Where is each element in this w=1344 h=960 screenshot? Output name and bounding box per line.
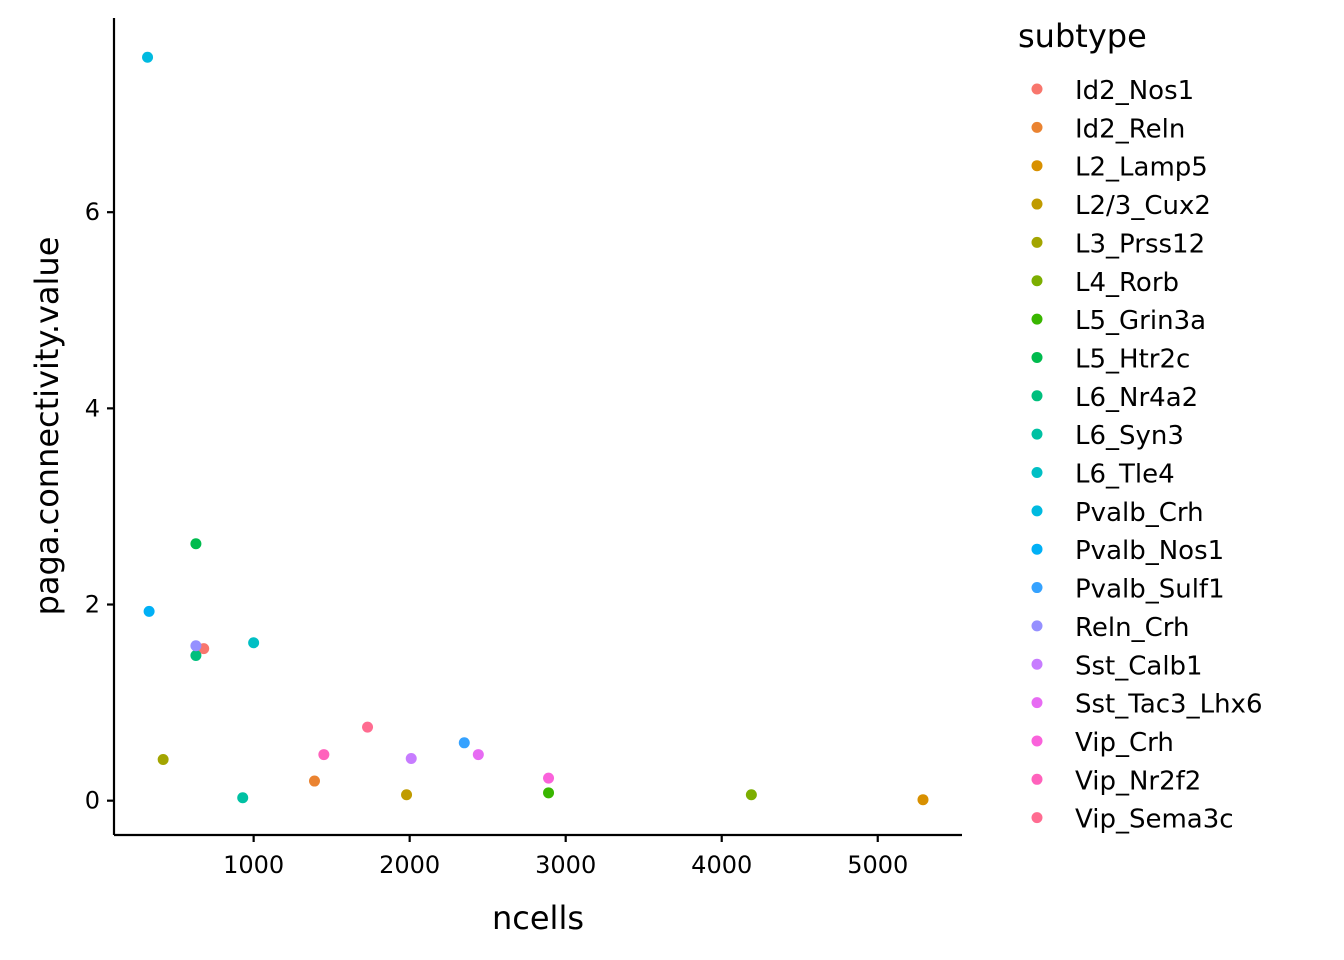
data-point (405, 752, 417, 764)
legend-items: Id2_Nos1 Id2_Reln L2_Lamp5 L2/3_Cux2 L3_Prss… (1031, 76, 1262, 835)
y-axis-ticks: 0 2 4 6 (85, 198, 114, 815)
data-point (458, 737, 470, 749)
legend-label: Vip_Crh (1075, 728, 1174, 758)
data-point (143, 605, 155, 617)
legend-label: L3_Prss12 (1075, 229, 1205, 259)
legend-label: L2/3_Cux2 (1075, 191, 1211, 221)
data-point (142, 51, 154, 63)
legend-label: Sst_Calb1 (1075, 651, 1203, 681)
y-tick-label: 6 (85, 198, 100, 226)
legend-label: L5_Grin3a (1075, 306, 1206, 336)
legend-key (1031, 812, 1043, 824)
data-point (190, 650, 202, 662)
y-tick-label: 2 (85, 591, 100, 619)
data-point (917, 794, 929, 806)
legend: subtype Id2_Nos1 Id2_Reln L2_Lamp5 L2/3_Cux… (1018, 17, 1262, 835)
x-tick-label: 3000 (535, 851, 596, 879)
y-tick-label: 0 (85, 787, 100, 815)
data-point (157, 753, 169, 765)
legend-key (1031, 236, 1043, 248)
legend-label: Vip_Sema3c (1075, 805, 1234, 835)
legend-label: L6_Syn3 (1075, 421, 1184, 451)
data-point (401, 789, 413, 801)
legend-label: Vip_Nr2f2 (1075, 766, 1201, 796)
x-tick-label: 1000 (223, 851, 284, 879)
legend-key (1031, 735, 1043, 747)
legend-label: Id2_Reln (1075, 114, 1185, 144)
legend-label: L2_Lamp5 (1075, 153, 1208, 183)
legend-key (1031, 313, 1043, 325)
legend-key (1031, 83, 1043, 95)
data-point (318, 749, 330, 761)
legend-label: Pvalb_Crh (1075, 498, 1204, 528)
data-points (142, 51, 929, 806)
legend-key (1031, 275, 1043, 287)
x-tick-label: 2000 (379, 851, 440, 879)
data-point (543, 787, 555, 799)
legend-key (1031, 121, 1043, 133)
x-tick-label: 5000 (847, 851, 908, 879)
legend-label: Pvalb_Nos1 (1075, 536, 1224, 566)
legend-label: L4_Rorb (1075, 268, 1179, 298)
data-point (190, 640, 202, 652)
data-point (308, 775, 320, 787)
x-axis-title: ncells (492, 899, 584, 937)
legend-label: Sst_Tac3_Lhx6 (1075, 690, 1262, 720)
data-point (248, 637, 260, 649)
legend-title: subtype (1018, 17, 1147, 55)
legend-key (1031, 773, 1043, 785)
y-tick-label: 4 (85, 394, 100, 422)
legend-key (1031, 390, 1043, 402)
data-point (745, 789, 757, 801)
legend-label: Reln_Crh (1075, 613, 1189, 643)
legend-key (1031, 543, 1043, 555)
legend-key (1031, 697, 1043, 709)
x-axis-ticks: 1000 2000 3000 4000 5000 (223, 835, 908, 879)
legend-key (1031, 198, 1043, 210)
legend-key (1031, 351, 1043, 363)
legend-label: Pvalb_Sulf1 (1075, 575, 1225, 605)
legend-label: L6_Nr4a2 (1075, 383, 1198, 413)
data-point (237, 792, 249, 804)
plot-area: 1000 2000 3000 4000 5000 0 2 4 6 (85, 18, 962, 879)
legend-key (1031, 428, 1043, 440)
legend-key (1031, 505, 1043, 517)
legend-label: L6_Tle4 (1075, 460, 1175, 490)
y-axis-title: paga.connectivity.value (28, 237, 66, 616)
data-point (543, 772, 555, 784)
x-tick-label: 4000 (691, 851, 752, 879)
legend-label: Id2_Nos1 (1075, 76, 1194, 106)
legend-key (1031, 582, 1043, 594)
legend-label: L5_Htr2c (1075, 344, 1190, 374)
data-point (362, 721, 374, 733)
data-point (190, 538, 202, 550)
legend-key (1031, 160, 1043, 172)
legend-key (1031, 467, 1043, 478)
data-point (472, 749, 484, 761)
legend-key (1031, 620, 1043, 632)
legend-key (1031, 658, 1043, 670)
